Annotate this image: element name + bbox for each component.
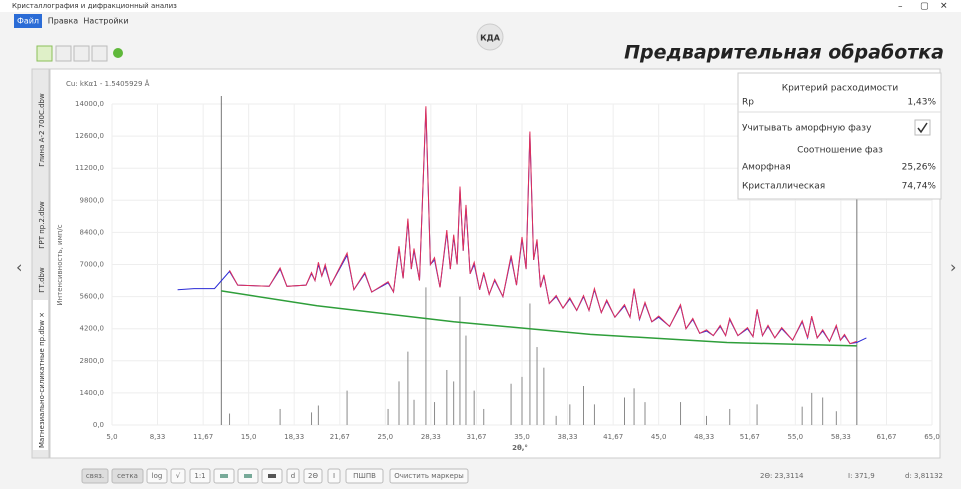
status: I: 371,9 [848, 472, 875, 480]
x-tick-label: 25,0 [378, 433, 394, 441]
window-close[interactable]: ✕ [940, 2, 948, 12]
y-tick-label: 5600,0 [80, 293, 105, 301]
x-tick-label: 61,67 [876, 433, 896, 441]
toolbar-button[interactable] [327, 468, 341, 484]
phase-name: Аморфная [742, 163, 791, 173]
ratio-title: Соотношение фаз [797, 146, 883, 156]
x-tick-label: 11,67 [193, 433, 213, 441]
toolbar-button-label: I [333, 472, 335, 480]
toolbar-button[interactable] [170, 468, 186, 484]
series-line [229, 106, 857, 345]
toolbar-button-label: ПШПВ [353, 472, 376, 480]
page-title: Предварительная обработка [624, 42, 944, 64]
x-tick-label: 18,33 [284, 433, 304, 441]
chart-subtitle: Cu: kKα1 - 1.5405929 Å [66, 79, 150, 88]
checkbox[interactable] [914, 119, 931, 136]
logo-circle [476, 23, 504, 51]
rp-label: Rp [742, 98, 754, 108]
y-tick-label: 12600,0 [75, 132, 104, 140]
tool-icon[interactable] [73, 45, 90, 62]
phase-value: 25,26% [902, 163, 937, 173]
toolbar-icon [244, 474, 252, 478]
menu-item[interactable]: Правка [48, 17, 79, 26]
x-tick-label: 28,33 [421, 433, 441, 441]
phase-name: Кристаллическая [742, 182, 825, 192]
stats-panel [737, 72, 942, 200]
x-tick-label: 38,33 [557, 433, 577, 441]
x-tick-label: 58,33 [831, 433, 851, 441]
y-tick-label: 2800,0 [80, 357, 105, 365]
y-tick-label: 11200,0 [75, 164, 104, 172]
toolbar-button[interactable] [389, 468, 469, 484]
tool-icon[interactable] [113, 48, 123, 58]
window-min[interactable]: – [898, 2, 903, 12]
x-tick-label: 51,67 [740, 433, 760, 441]
y-tick-label: 9800,0 [80, 196, 105, 204]
toolbar-button-label: log [152, 472, 163, 480]
toolbar-button-label: 2Θ [308, 472, 318, 480]
status: d: 3,81132 [905, 472, 943, 480]
toolbar-icon [220, 474, 228, 478]
toolbar-button[interactable] [81, 468, 109, 484]
nav-prev[interactable]: ‹ [16, 258, 22, 277]
tool-icon[interactable] [55, 45, 72, 62]
toolbar-button[interactable] [111, 468, 144, 484]
toolbar-button-label: d [291, 472, 295, 480]
nav-next[interactable]: › [950, 258, 956, 277]
checkbox-label: Учитывать аморфную фазу [742, 124, 872, 134]
file-tab[interactable]: Магнезиально-силикатные пр.dbw × [38, 312, 46, 448]
tool-icon[interactable] [36, 45, 53, 62]
toolbar-button-label: сетка [117, 472, 138, 480]
toolbar-button-label: √ [176, 472, 181, 480]
y-tick-label: 7000,0 [80, 261, 105, 269]
phase-value: 74,74% [902, 182, 937, 192]
x-tick-label: 35,0 [514, 433, 530, 441]
toolbar-button-label: связ. [86, 472, 104, 480]
toolbar-button[interactable] [303, 468, 323, 484]
logo: КДА [480, 34, 501, 43]
y-axis-label: Интенсивность, имп/с [56, 224, 64, 305]
x-tick-label: 31,67 [466, 433, 486, 441]
x-tick-label: 5,0 [106, 433, 117, 441]
toolbar-button-label: Очистить маркеры [394, 472, 464, 480]
menu-active-bg [14, 14, 42, 28]
status: 2Θ: 23,3114 [760, 472, 804, 480]
x-tick-label: 15,0 [241, 433, 257, 441]
toolbar-button[interactable] [146, 468, 168, 484]
x-tick-label: 45,0 [651, 433, 667, 441]
rp-value: 1,43% [907, 98, 936, 108]
tool-icon[interactable] [91, 45, 108, 62]
toolbar-button[interactable] [286, 468, 300, 484]
file-tab[interactable]: ГРТ пр.2.dbw [38, 201, 46, 249]
x-tick-label: 8,33 [150, 433, 166, 441]
toolbar-button[interactable] [345, 468, 384, 484]
menu-item[interactable]: Настройки [83, 17, 128, 26]
y-tick-label: 14000,0 [75, 100, 104, 108]
y-tick-label: 0,0 [93, 421, 104, 429]
x-tick-label: 41,67 [603, 433, 623, 441]
title-bar [0, 0, 961, 12]
menu-item[interactable]: Файл [17, 17, 39, 26]
file-tab[interactable]: ГТ.dbw [38, 267, 46, 293]
checkmark [917, 122, 928, 134]
toolbar-button-label: 1:1 [194, 472, 205, 480]
toolbar-icon [268, 474, 276, 478]
toolbar-button[interactable] [189, 468, 211, 484]
x-tick-label: 48,33 [694, 433, 714, 441]
window-title: Кристаллография и дифракционный анализ [12, 2, 177, 10]
x-tick-label: 55,0 [788, 433, 804, 441]
y-tick-label: 1400,0 [80, 389, 105, 397]
x-tick-label: 21,67 [330, 433, 350, 441]
y-tick-label: 4200,0 [80, 325, 105, 333]
background-line [221, 290, 857, 347]
file-tab[interactable]: Глина А-2 700С.dbw [38, 93, 46, 167]
panel-title: Критерий расходимости [782, 84, 899, 94]
window-max[interactable]: ▢ [920, 2, 929, 12]
y-tick-label: 8400,0 [80, 228, 105, 236]
x-axis-label: 2θ,° [512, 444, 528, 452]
x-tick-label: 65,0 [924, 433, 940, 441]
active-tab-bg [33, 300, 48, 450]
